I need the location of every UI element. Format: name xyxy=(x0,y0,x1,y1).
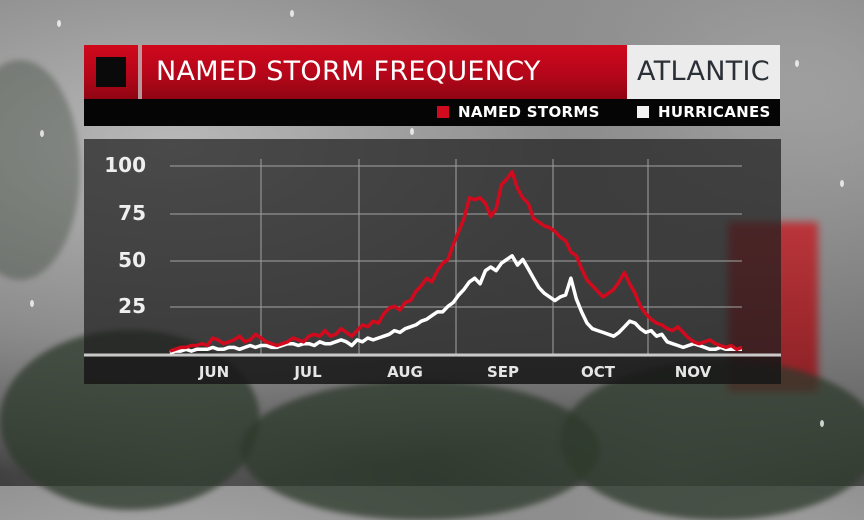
legend: NAMED STORMS HURRICANES xyxy=(84,99,780,126)
title-banner: NAMED STORM FREQUENCY xyxy=(84,45,627,99)
gridlines xyxy=(170,159,742,354)
chart-title: NAMED STORM FREQUENCY xyxy=(156,56,541,87)
y-tick-label: 75 xyxy=(118,201,146,225)
background-palm-upper-left xyxy=(0,60,80,280)
legend-swatch-red-icon xyxy=(437,106,449,118)
raindrop xyxy=(290,10,294,17)
legend-label: HURRICANES xyxy=(658,103,771,121)
series-named-storms-line xyxy=(169,169,743,353)
background-palm-right xyxy=(560,360,864,520)
x-tick-label: JUL xyxy=(294,363,322,381)
legend-item-hurricanes: HURRICANES xyxy=(637,99,771,126)
square-logo-icon xyxy=(96,57,126,87)
x-tick-label: SEP xyxy=(486,363,520,381)
raindrop xyxy=(40,130,44,137)
x-tick-label: OCT xyxy=(581,363,615,381)
background-palm-center xyxy=(240,380,600,520)
raindrop xyxy=(410,128,414,135)
chart-panel: 100 75 50 25 JUN JUL AUG SEP OCT NOV xyxy=(84,139,781,384)
title-bar: NAMED STORM FREQUENCY ATLANTIC xyxy=(84,45,780,99)
legend-swatch-white-icon xyxy=(637,106,649,118)
raindrop xyxy=(820,420,824,427)
raindrop xyxy=(840,180,844,187)
series-hurricanes-line xyxy=(169,254,742,355)
raindrop xyxy=(795,60,799,67)
raindrop xyxy=(30,300,34,307)
x-tick-label: JUN xyxy=(198,363,230,381)
raindrop xyxy=(57,20,61,27)
x-tick-label: NOV xyxy=(674,363,712,381)
plot-area xyxy=(84,159,781,357)
x-tick-label: AUG xyxy=(387,363,423,381)
region-label: ATLANTIC xyxy=(637,56,770,87)
region-badge: ATLANTIC xyxy=(627,45,780,99)
y-tick-label: 100 xyxy=(104,153,146,177)
legend-item-named-storms: NAMED STORMS xyxy=(437,99,600,126)
legend-label: NAMED STORMS xyxy=(458,103,600,121)
logo-box xyxy=(84,45,138,99)
title-divider xyxy=(138,45,142,99)
y-tick-label: 50 xyxy=(118,248,146,272)
x-axis-band xyxy=(84,357,781,384)
y-tick-label: 25 xyxy=(118,294,146,318)
